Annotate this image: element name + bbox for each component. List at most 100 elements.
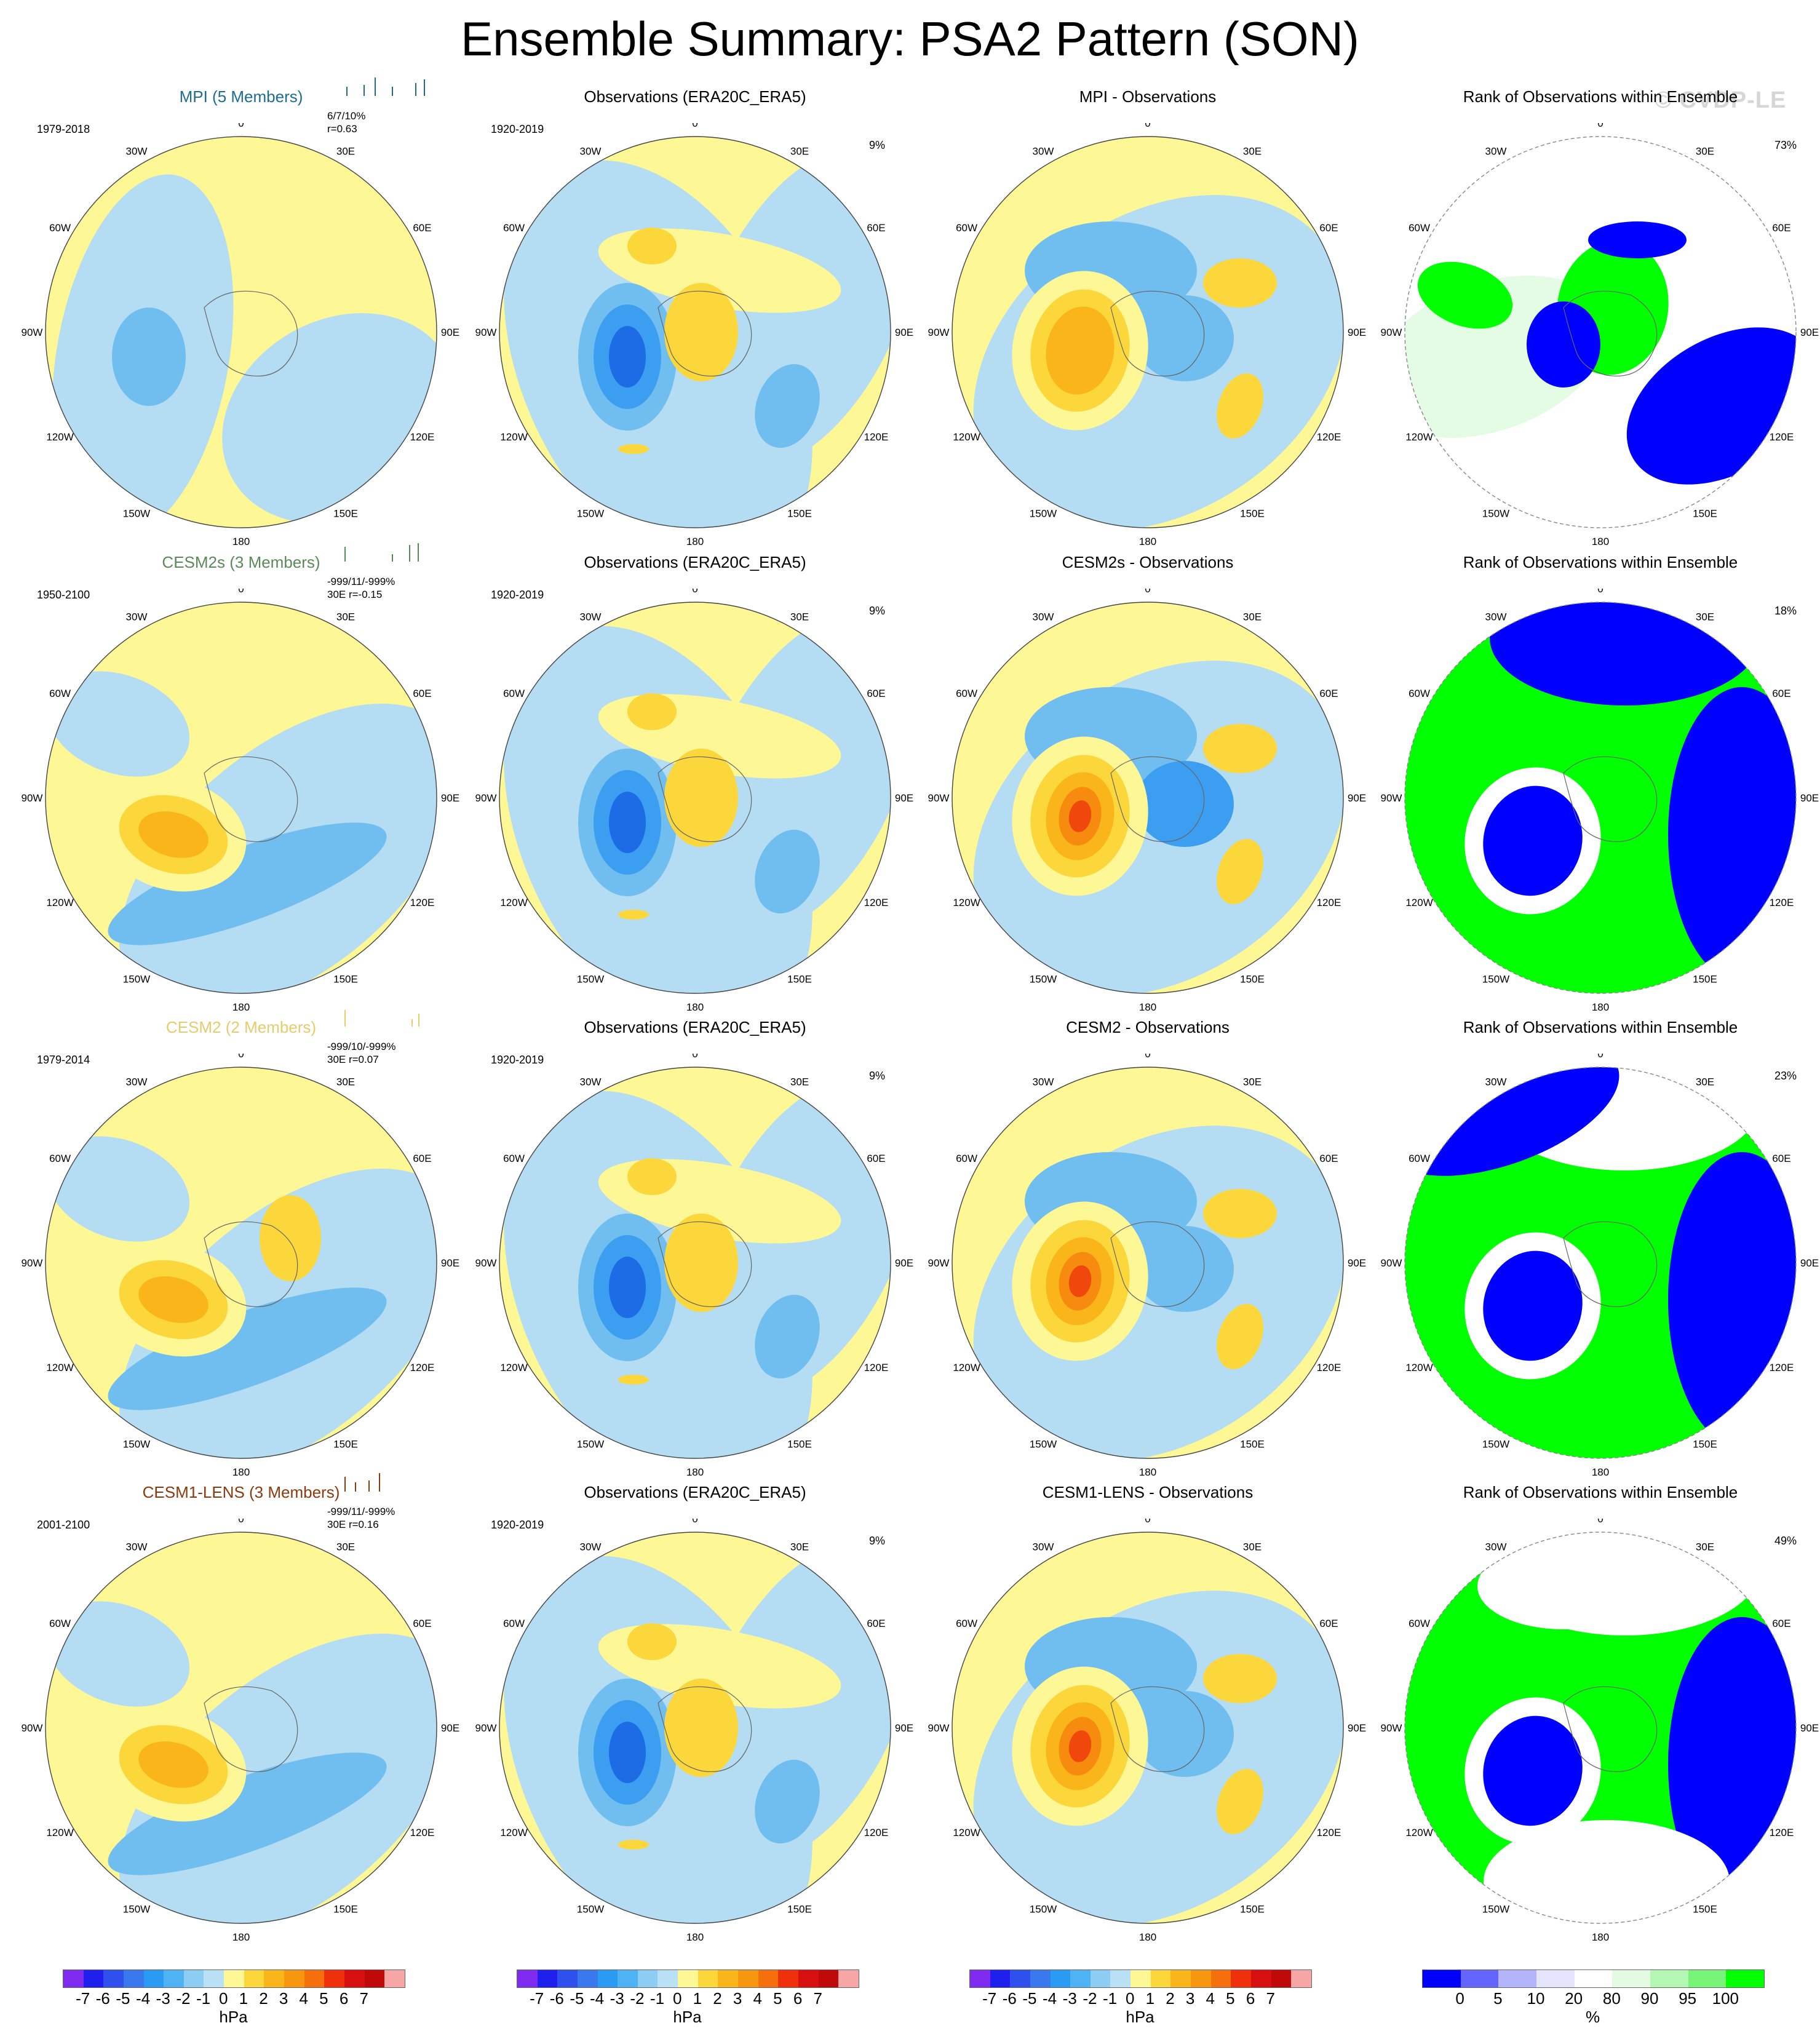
- colorbar-label: 0: [218, 1989, 228, 2008]
- colorbar-label: 0: [672, 1989, 682, 2008]
- member-ticks: [344, 1473, 431, 1492]
- longitude-label: 60W: [1409, 1153, 1430, 1164]
- longitude-label: 90W: [1381, 1722, 1402, 1734]
- longitude-label: 90W: [1381, 327, 1402, 338]
- positive-anomaly: [1068, 800, 1092, 832]
- colorbar-label: 3: [733, 1989, 742, 2008]
- colorbar-swatch: [244, 1970, 264, 1987]
- longitude-label: 180: [1592, 1001, 1609, 1013]
- longitude-label: 90W: [475, 1722, 497, 1734]
- colorbar-label: -4: [1043, 1989, 1057, 2008]
- member-tick: [411, 1019, 413, 1027]
- longitude-label: 150W: [577, 1903, 604, 1915]
- map-border: [952, 602, 1344, 994]
- colorbar-swatch: [838, 1970, 859, 1987]
- stat-line-2: 30E r=-0.15: [327, 589, 383, 600]
- colorbar-swatch: [618, 1970, 638, 1987]
- longitude-label: 0: [1597, 589, 1603, 595]
- panel-title: Rank of Observations within Ensemble: [1463, 1018, 1738, 1036]
- negative-anomaly: [609, 1722, 646, 1783]
- longitude-label: 60W: [956, 1153, 977, 1164]
- colorbar-label: -3: [610, 1989, 624, 2008]
- colorbar-label: -6: [95, 1989, 110, 2008]
- colorbar-label: -2: [630, 1989, 645, 2008]
- rank-region: [1527, 301, 1600, 388]
- positive-anomaly: [618, 1840, 649, 1850]
- longitude-label: 150W: [577, 973, 604, 985]
- model-panel: CESM2 (2 Members) 1979-2014 -999/10/-999% 3…: [14, 1004, 469, 1478]
- longitude-label: 180: [1592, 1931, 1609, 1943]
- colorbar-label: -1: [196, 1989, 211, 2008]
- colorbar: 0 5 10 20 80 90 95 100%: [1422, 1969, 1765, 2031]
- negative-anomaly: [46, 671, 190, 777]
- longitude-label: 150E: [1240, 507, 1265, 519]
- year-range: 1979-2018: [37, 123, 90, 135]
- diff-panel: CESM1-LENS - Observations 0 30E 60E 90E 120E 1…: [920, 1469, 1375, 1943]
- longitude-label: 90E: [895, 792, 913, 804]
- colorbar-swatch: [1291, 1970, 1311, 1987]
- percent-value: 49%: [1774, 1535, 1797, 1547]
- longitude-label: 90W: [1381, 792, 1402, 804]
- model-stats: -999/11/-999% 30E r=0.16: [327, 1505, 395, 1531]
- positive-anomaly: [138, 1741, 209, 1788]
- longitude-label: 180: [232, 1001, 250, 1013]
- longitude-label: 0: [1145, 123, 1150, 129]
- longitude-label: 120E: [410, 431, 435, 443]
- diff-panel: MPI - Observations 0 30E 60E 90E 120E 150E 180 1…: [920, 74, 1375, 547]
- longitude-label: 180: [686, 536, 704, 547]
- colorbar-swatch: [1498, 1970, 1536, 1987]
- longitude-label: 180: [232, 536, 250, 547]
- percent-value: 23%: [1774, 1070, 1797, 1082]
- longitude-label: 30W: [1485, 1076, 1507, 1088]
- coastline: [1563, 290, 1658, 376]
- map-field: [952, 1532, 1343, 1923]
- watermark: © CVDP-LE: [1655, 87, 1787, 113]
- positive-anomaly: [1203, 1654, 1277, 1703]
- longitude-label: 150E: [787, 1903, 812, 1915]
- colorbar-swatch: [970, 1970, 990, 1987]
- page-title: Ensemble Summary: PSA2 Pattern (SON): [461, 12, 1359, 66]
- longitude-label: 0: [1597, 1519, 1603, 1525]
- member-tick: [423, 79, 425, 96]
- longitude-label: 150E: [1693, 1438, 1717, 1450]
- longitude-label: 90E: [1800, 327, 1819, 338]
- longitude-label: 30W: [580, 1076, 602, 1088]
- panel-title: CESM2 (2 Members): [165, 1018, 317, 1036]
- longitude-label: 150W: [577, 507, 604, 519]
- positive-anomaly: [664, 1679, 738, 1777]
- longitude-label: 150E: [333, 1903, 358, 1915]
- member-tick: [344, 1010, 346, 1027]
- longitude-label: 180: [1139, 536, 1156, 547]
- longitude-label: 0: [1597, 123, 1603, 129]
- colorbar-swatch: [658, 1970, 678, 1987]
- colorbar-label: 6: [339, 1989, 349, 2008]
- year-range: 2001-2100: [37, 1519, 90, 1531]
- longitude-label: 90W: [22, 1257, 43, 1269]
- polar-map: 0 30E 60E 90E 120E 150E 180 150W 120W 90W 60W 30W: [1381, 589, 1819, 1013]
- coastline: [658, 1221, 752, 1307]
- longitude-label: 60E: [1319, 1153, 1338, 1164]
- coastline: [1110, 1686, 1205, 1772]
- colorbar-swatch: [103, 1970, 124, 1987]
- map-field: [499, 1532, 891, 1923]
- longitude-label: 60W: [49, 688, 71, 699]
- panel-title: CESM2 - Observations: [1066, 1018, 1230, 1036]
- polar-map: 0 30E 60E 90E 120E 150E 180 150W 120W 90W 60W 30W: [1381, 1519, 1819, 1943]
- colorbar-swatch: [990, 1970, 1011, 1987]
- panel-title: CESM1-LENS - Observations: [1042, 1483, 1254, 1501]
- colorbar-label: 5: [319, 1989, 328, 2008]
- map-field: [499, 602, 891, 993]
- longitude-label: 90W: [475, 1257, 497, 1269]
- longitude-label: 120W: [46, 1827, 73, 1838]
- colorbar-label: 4: [299, 1989, 308, 2008]
- negative-anomaly: [755, 364, 820, 448]
- stat-line-2: 30E r=0.07: [327, 1054, 379, 1065]
- positive-anomaly: [627, 693, 677, 730]
- colorbar-swatch: [1574, 1970, 1613, 1987]
- colorbar-swatch: [738, 1970, 758, 1987]
- colorbar-label: 1: [239, 1989, 248, 2008]
- colorbar-label: -3: [1062, 1989, 1077, 2008]
- map-border: [952, 136, 1344, 528]
- longitude-label: 120E: [864, 431, 889, 443]
- longitude-label: 120E: [864, 897, 889, 908]
